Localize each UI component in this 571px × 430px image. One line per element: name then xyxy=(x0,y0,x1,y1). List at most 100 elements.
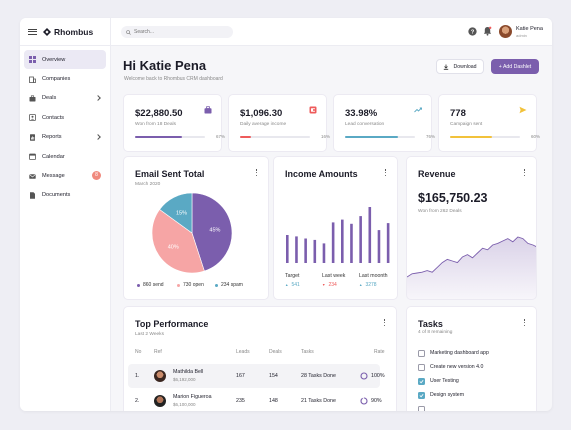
income-bar xyxy=(313,239,317,263)
leads-value: 235 xyxy=(236,398,245,404)
tasks-card: Tasks 4 of 8 remaining Marketing dashboa… xyxy=(406,306,537,411)
stat-card-campaign-sent: 778 Campaign sent 60% xyxy=(438,94,541,152)
column-header-deals: Deals xyxy=(269,349,282,355)
deals-value: 154 xyxy=(269,373,278,379)
income-stat-number: 541 xyxy=(291,282,300,288)
check-icon xyxy=(419,379,424,383)
pie-slice-spam xyxy=(159,192,193,234)
stat-percent: 60% xyxy=(531,134,541,139)
task-item[interactable]: Marketing dashboard app xyxy=(418,349,489,357)
more-options-icon[interactable] xyxy=(255,169,258,178)
download-button[interactable]: Download xyxy=(436,59,484,74)
more-options-icon[interactable] xyxy=(384,169,387,178)
stat-card-won-deals: $22,880.50 Won from 18 Deals 67% xyxy=(123,94,226,152)
stat-label: Lead conversation xyxy=(345,122,385,127)
task-checkbox[interactable] xyxy=(418,391,425,399)
task-item[interactable]: Create new version 4.0 xyxy=(418,363,483,371)
logo-row: Rhombus xyxy=(20,18,110,46)
task-item[interactable] xyxy=(418,405,430,411)
help-icon[interactable]: ? xyxy=(468,27,477,36)
rate-value: 90% xyxy=(371,398,382,404)
svg-text:?: ? xyxy=(471,30,475,36)
stat-progress-track xyxy=(135,136,205,138)
revenue-area-chart xyxy=(407,236,536,299)
grid-icon xyxy=(29,56,36,64)
search-box[interactable] xyxy=(121,26,233,38)
sidebar-item-reports[interactable]: Reports xyxy=(24,128,106,147)
sidebar-item-documents[interactable]: Documents xyxy=(24,186,106,205)
table-row[interactable]: 1. Mathilda Bell $6,192,000 167 154 28 T… xyxy=(128,364,385,388)
pie-label-spam: 15% xyxy=(176,210,187,216)
task-checkbox[interactable] xyxy=(418,349,425,357)
task-item[interactable]: User Testing xyxy=(418,377,459,385)
app-frame: Rhombus Overview Companies Deals xyxy=(20,18,552,411)
download-icon xyxy=(444,64,449,70)
page-subtitle: Welcome back to Rhombus CRM dashboard xyxy=(124,76,223,82)
sidebar-item-message[interactable]: Message 8 xyxy=(24,166,106,185)
briefcase-icon xyxy=(204,106,212,114)
row-number: 1. xyxy=(135,373,140,379)
trend-up-icon xyxy=(414,107,422,113)
sidebar-item-label: Calendar xyxy=(42,153,65,160)
income-stat-value: ▲ 3278 xyxy=(359,282,377,288)
add-dashlet-button[interactable]: + Add Dashlet xyxy=(491,59,539,74)
card-subtitle: Last 2 Weeks xyxy=(135,332,164,337)
brand-name: Rhombus xyxy=(54,26,94,37)
stat-card-lead-conversion: 33.98% Lead conversation 76% xyxy=(333,94,436,152)
task-checkbox[interactable] xyxy=(418,377,425,385)
more-options-icon[interactable] xyxy=(523,319,526,328)
legend-item-open: 730 open xyxy=(177,282,204,288)
briefcase-icon xyxy=(29,95,36,102)
task-label: Create new version 4.0 xyxy=(430,364,484,370)
income-bar xyxy=(304,238,307,263)
sidebar-item-contacts[interactable]: Contacts xyxy=(24,108,106,127)
table-row[interactable]: 2. Marion Figueroa $6,100,000 235 148 21… xyxy=(128,389,382,411)
income-bar xyxy=(350,223,353,263)
task-checkbox[interactable] xyxy=(418,405,425,411)
chevron-right-icon xyxy=(95,133,101,140)
legend-label: 860 send xyxy=(143,282,164,288)
task-item[interactable]: Design system xyxy=(418,391,464,399)
stat-percent: 67% xyxy=(216,134,226,139)
sidebar-item-calendar[interactable]: Calendar xyxy=(24,147,106,166)
sidebar-item-deals[interactable]: Deals xyxy=(24,89,106,108)
trend-arrow-icon: ▼ xyxy=(322,283,326,287)
stat-progress-fill xyxy=(240,136,252,138)
income-bar xyxy=(322,243,326,263)
income-stat-value: ▼ 234 xyxy=(322,282,337,288)
more-options-icon[interactable] xyxy=(523,169,526,178)
income-stat-label: Last week xyxy=(322,273,346,279)
user-name[interactable]: Katie Pena xyxy=(516,26,543,32)
pie-slice-open xyxy=(151,209,205,274)
contact-card-icon xyxy=(29,114,36,122)
menu-icon[interactable] xyxy=(28,28,37,35)
tasks-value: 21 Tasks Done xyxy=(301,398,336,404)
stat-progress-track xyxy=(345,136,415,138)
person-name[interactable]: Marion Figueroa xyxy=(173,394,212,400)
email-sent-card: Email Sent Total March 2020 45% 40% 15% 86… xyxy=(123,156,269,300)
legend-item-send: 860 send xyxy=(137,282,164,288)
person-amount: $6,100,000 xyxy=(173,402,196,407)
column-header-rate: Rate xyxy=(374,349,385,355)
legend-label: 730 open xyxy=(183,282,204,288)
income-bar xyxy=(286,235,289,263)
task-label: User Testing xyxy=(430,378,459,384)
stat-value: $1,096.30 xyxy=(240,108,283,119)
more-options-icon[interactable] xyxy=(383,319,386,328)
trend-arrow-icon: ▲ xyxy=(359,283,363,287)
stat-progress-track xyxy=(240,136,310,138)
sidebar-item-companies[interactable]: Companies xyxy=(24,69,106,88)
sidebar: Rhombus Overview Companies Deals xyxy=(20,18,111,411)
pie-label-open: 40% xyxy=(168,245,179,251)
card-title: Revenue xyxy=(418,169,456,179)
pie-slice-send xyxy=(191,192,233,272)
task-checkbox[interactable] xyxy=(418,363,425,371)
stat-progress-fill xyxy=(450,136,492,138)
sidebar-item-overview[interactable]: Overview xyxy=(24,50,106,70)
bell-icon[interactable] xyxy=(483,26,492,36)
search-input[interactable] xyxy=(134,29,229,35)
user-avatar[interactable] xyxy=(499,25,512,38)
person-name[interactable]: Mathilda Bell xyxy=(173,369,204,375)
stat-percent: 76% xyxy=(426,134,436,139)
legend-label: 234 spam xyxy=(221,282,243,288)
